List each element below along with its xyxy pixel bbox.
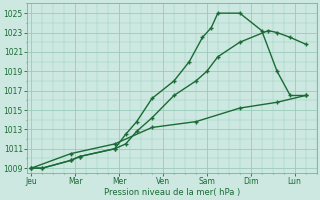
X-axis label: Pression niveau de la mer( hPa ): Pression niveau de la mer( hPa ) (104, 188, 240, 197)
